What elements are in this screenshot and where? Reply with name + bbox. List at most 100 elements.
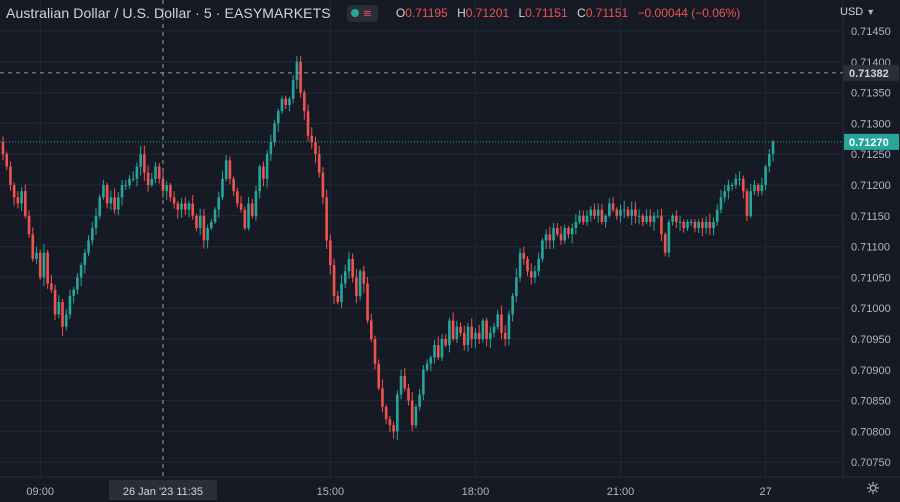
candle-body: [128, 178, 131, 185]
candle-body: [619, 209, 622, 216]
candle-body: [648, 215, 652, 222]
candle-body: [9, 166, 12, 185]
indicator-toggle[interactable]: ≋: [346, 4, 378, 22]
candle-body: [663, 234, 667, 253]
candle-body: [336, 295, 340, 303]
candle-body: [756, 185, 760, 192]
candle-body: [76, 277, 79, 290]
candle-body: [150, 178, 154, 185]
candle-body: [366, 283, 369, 321]
candle-body: [701, 221, 704, 229]
candle-body: [719, 197, 723, 210]
candle-body: [38, 252, 42, 278]
candle-body: [83, 252, 87, 266]
candle-body: [31, 234, 35, 259]
last-price-label: 0.71270: [849, 137, 889, 149]
symbol-title[interactable]: Australian Dollar / U.S. Dollar · 5 · EA…: [6, 5, 331, 21]
high-value: 0.71201: [465, 6, 510, 20]
candle-body: [496, 314, 500, 327]
candle-body: [202, 215, 206, 241]
candle-body: [451, 320, 455, 339]
price-tick-label: 0.71250: [851, 149, 891, 161]
candle-body: [72, 289, 75, 296]
candle-body: [57, 302, 61, 315]
candle-body: [768, 154, 771, 167]
candle-body: [704, 221, 708, 229]
price-tick-label: 0.71100: [851, 242, 890, 254]
candle-body: [117, 197, 120, 210]
candle-body: [582, 215, 585, 222]
candle-body: [429, 357, 433, 364]
price-tick-label: 0.70800: [851, 426, 891, 438]
open-value: 0.71195: [405, 6, 448, 20]
candle-body: [87, 240, 90, 253]
candle-body: [622, 209, 626, 211]
low-label: L: [518, 6, 526, 20]
market-status-icon: [350, 9, 359, 17]
time-tick-label: 21:00: [607, 486, 635, 498]
candle-body: [470, 326, 474, 339]
candle-body: [5, 154, 9, 167]
candle-body: [503, 332, 507, 339]
candle-body: [64, 314, 68, 327]
candle-body: [210, 221, 213, 229]
candle-body: [608, 203, 611, 216]
candle-body: [388, 419, 392, 426]
candle-body: [708, 221, 712, 229]
crosshair-time-badge: [108, 480, 217, 500]
candle-body: [533, 271, 537, 278]
currency-selector[interactable]: USD ▼: [840, 6, 875, 18]
low-value: 0.71151: [525, 6, 568, 20]
price-tick-label: 0.71300: [851, 118, 891, 130]
candle-body: [187, 203, 191, 210]
gear-icon[interactable]: [866, 481, 880, 495]
candle-body: [630, 209, 633, 216]
candle-body: [291, 80, 295, 99]
candle-body: [544, 234, 548, 241]
candle-body: [578, 215, 581, 222]
candle-body: [727, 185, 730, 192]
candle-body: [436, 345, 440, 358]
candle-body: [157, 166, 161, 179]
candle-body: [693, 221, 697, 229]
candle-body: [485, 320, 488, 339]
candle-body: [321, 172, 325, 198]
candle-body: [682, 221, 686, 229]
candle-body: [131, 178, 135, 180]
candle-body: [90, 228, 94, 241]
candle-body: [440, 339, 444, 358]
candle-body: [555, 228, 559, 235]
candle-body: [1, 141, 5, 155]
candle-body: [384, 406, 388, 420]
candle-body: [667, 221, 671, 253]
candle-body: [455, 326, 459, 339]
candle-body: [444, 339, 447, 346]
candle-body: [637, 215, 641, 217]
candle-body: [611, 203, 615, 210]
candle-body: [373, 339, 377, 364]
candle-body: [332, 265, 336, 296]
candle-body: [102, 185, 105, 198]
candle-body: [381, 388, 384, 407]
candle-body: [392, 425, 395, 432]
candle-body: [518, 252, 522, 278]
candle-body: [262, 166, 265, 179]
candle-body: [656, 215, 660, 217]
candle-body: [678, 221, 682, 223]
candle-body: [604, 215, 607, 222]
candle-body: [541, 240, 544, 259]
time-tick-label: 09:00: [26, 486, 54, 498]
candle-body: [433, 345, 436, 358]
last-price-badge: [844, 133, 899, 150]
candle-body: [172, 197, 176, 204]
candle-body: [418, 394, 421, 407]
candle-body: [492, 326, 496, 333]
candle-body: [228, 160, 232, 179]
candle-body: [276, 111, 280, 124]
candle-body: [563, 228, 567, 241]
price-tick-label: 0.70950: [851, 334, 891, 346]
price-tick-label: 0.71050: [851, 272, 891, 284]
candle-body: [738, 178, 741, 180]
